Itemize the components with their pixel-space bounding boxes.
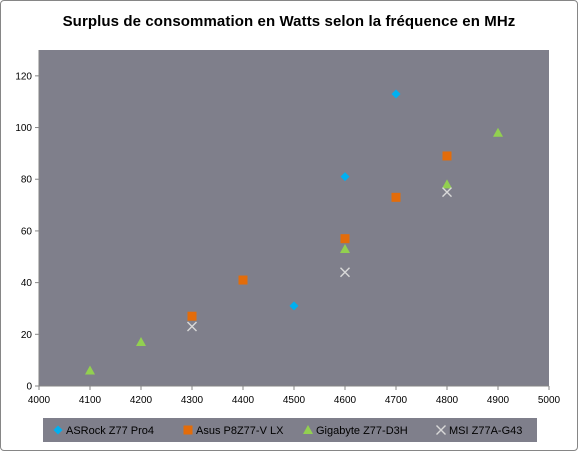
data-point [340,172,350,182]
x-tick-label: 4500 [283,395,306,406]
data-point [442,151,452,161]
legend-item: ASRock Z77 Pro4 [53,425,154,437]
legend-marker [53,425,63,435]
data-point [391,89,401,99]
x-tick-label: 4900 [487,395,510,406]
x-tick-label: 4300 [181,395,204,406]
chart-title: Surplus de consommation en Watts selon l… [62,13,516,30]
x-tick-label: 4600 [334,395,357,406]
x-tick-label: 4700 [385,395,408,406]
x-tick-label: 4000 [28,395,51,406]
legend-item: MSI Z77A-G43 [436,425,522,437]
data-point [442,179,452,189]
legend-marker [436,425,446,435]
legend-label: MSI Z77A-G43 [449,425,522,437]
legend-label: ASRock Z77 Pro4 [66,425,154,437]
series-4 [187,187,452,332]
x-tick-label: 4400 [232,395,255,406]
x-tick-label: 4200 [130,395,153,406]
plot-area [39,50,549,386]
legend-item: Gigabyte Z77-D3H [303,425,408,437]
y-tick-label: 100 [15,123,32,134]
series-2 [187,151,452,321]
y-tick-label: 20 [21,330,33,341]
y-tick-label: 80 [21,175,33,186]
data-point [136,337,146,347]
x-tick-label: 4100 [79,395,102,406]
data-point [340,234,350,244]
data-point [391,192,401,202]
y-tick-label: 0 [26,382,32,393]
legend-label: Gigabyte Z77-D3H [316,425,408,437]
data-point [340,267,350,278]
series-1 [289,89,401,311]
data-point [238,275,248,285]
legend-label: Asus P8Z77-V LX [196,425,284,437]
data-point [85,365,95,375]
series-3 [85,127,503,375]
y-tick-label: 40 [21,278,33,289]
legend-item: Asus P8Z77-V LX [183,425,284,437]
legend-marker [183,425,193,435]
data-point [187,321,197,332]
data-point [493,127,503,137]
y-tick-label: 60 [21,226,33,237]
data-point [187,311,197,321]
data-point [340,244,350,254]
y-tick-label: 120 [15,71,32,82]
data-point [442,187,452,198]
legend-box [43,418,537,442]
x-tick-label: 5000 [538,395,561,406]
legend: ASRock Z77 Pro4 Asus P8Z77-V LX Gigabyte Z… [43,418,537,442]
legend-marker [303,425,313,434]
x-tick-label: 4800 [436,395,459,406]
data-point [289,301,299,311]
